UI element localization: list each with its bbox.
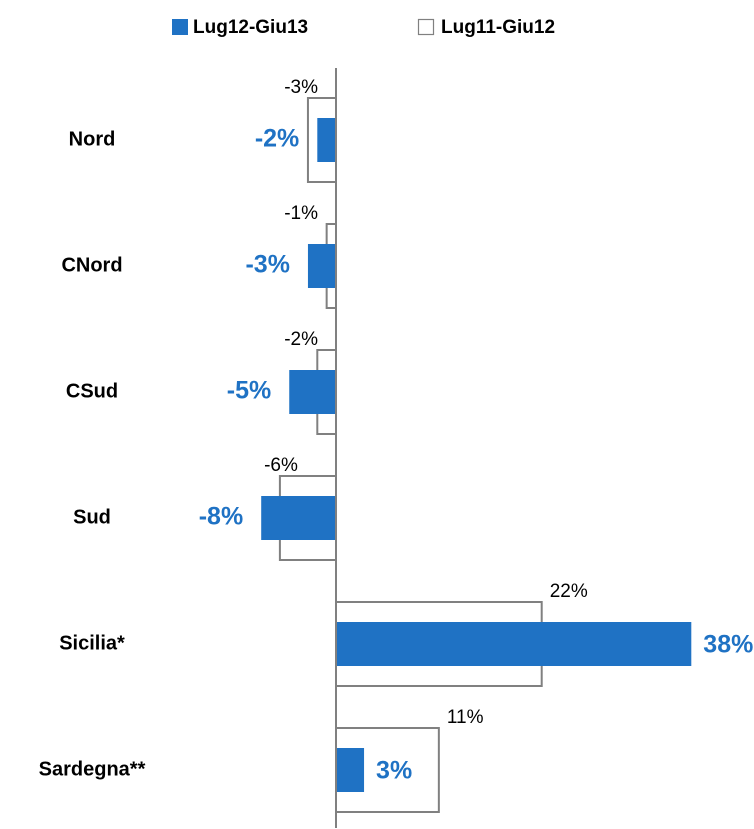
- value-label: 38%: [703, 631, 753, 659]
- legend-label: Lug12-Giu13: [193, 17, 308, 38]
- category-label: CNord: [61, 254, 122, 276]
- bar: [307, 244, 336, 288]
- value-label: 3%: [376, 757, 412, 785]
- category-label: CSud: [66, 380, 118, 402]
- legend-swatch: [172, 19, 188, 35]
- category-label: Sardegna**: [39, 758, 146, 780]
- category-label: Sud: [73, 506, 111, 528]
- category-label: Sicilia*: [59, 632, 125, 654]
- category-label: Nord: [69, 128, 116, 150]
- bar: [261, 496, 336, 540]
- value-label: -5%: [227, 377, 271, 405]
- bar: [336, 748, 365, 792]
- bar: [336, 622, 692, 666]
- bar: [289, 370, 336, 414]
- bar: [317, 118, 336, 162]
- value-label: -3%: [284, 77, 318, 98]
- value-label: -1%: [284, 203, 318, 224]
- value-label: -6%: [264, 455, 298, 476]
- value-label: -2%: [255, 125, 299, 153]
- value-label: 22%: [550, 581, 588, 602]
- value-label: -3%: [245, 251, 289, 279]
- legend-label: Lug11-Giu12: [441, 17, 555, 38]
- value-label: 11%: [447, 707, 484, 728]
- legend-swatch: [417, 18, 435, 36]
- value-label: -8%: [199, 503, 243, 531]
- value-label: -2%: [284, 329, 318, 350]
